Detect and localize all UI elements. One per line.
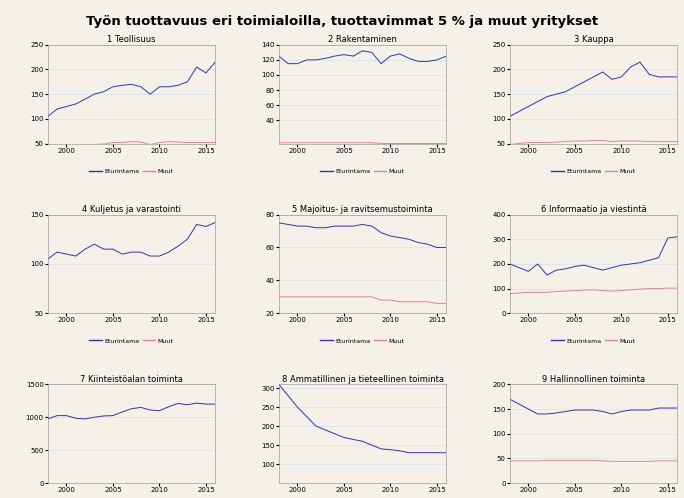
Legend: Eturintama, Muut: Eturintama, Muut bbox=[551, 338, 635, 344]
Title: 5 Majoitus- ja ravitsemustoiminta: 5 Majoitus- ja ravitsemustoiminta bbox=[292, 205, 433, 214]
Title: 9 Hallinnollinen toiminta: 9 Hallinnollinen toiminta bbox=[542, 374, 645, 383]
Legend: Eturintama, Muut: Eturintama, Muut bbox=[321, 168, 404, 174]
Title: 7 Kiinteistöalan toiminta: 7 Kiinteistöalan toiminta bbox=[80, 374, 183, 383]
Legend: Eturintama, Muut: Eturintama, Muut bbox=[90, 168, 174, 174]
Legend: Eturintama, Muut: Eturintama, Muut bbox=[90, 338, 174, 344]
Title: 2 Rakentaminen: 2 Rakentaminen bbox=[328, 35, 397, 44]
Title: 8 Ammatillinen ja tieteellinen toiminta: 8 Ammatillinen ja tieteellinen toiminta bbox=[282, 374, 443, 383]
Legend: Eturintama, Muut: Eturintama, Muut bbox=[551, 168, 635, 174]
Title: 4 Kuljetus ja varastointi: 4 Kuljetus ja varastointi bbox=[82, 205, 181, 214]
Legend: Eturintama, Muut: Eturintama, Muut bbox=[321, 338, 404, 344]
Text: Työn tuottavuus eri toimialoilla, tuottavimmat 5 % ja muut yritykset: Työn tuottavuus eri toimialoilla, tuotta… bbox=[86, 15, 598, 28]
Title: 1 Teollisuus: 1 Teollisuus bbox=[107, 35, 156, 44]
Title: 3 Kauppa: 3 Kauppa bbox=[574, 35, 614, 44]
Title: 6 Informaatio ja viestintä: 6 Informaatio ja viestintä bbox=[540, 205, 646, 214]
